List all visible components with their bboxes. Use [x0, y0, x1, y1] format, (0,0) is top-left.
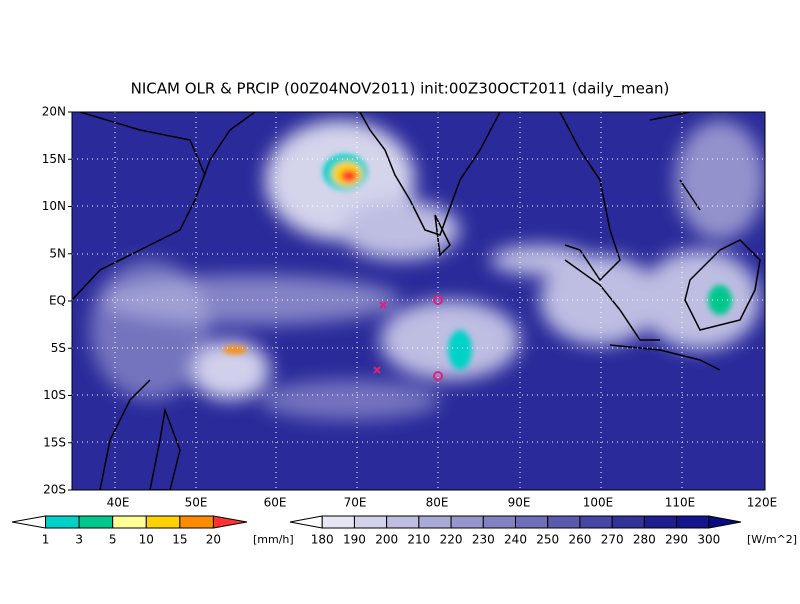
- colorbar-cell: [353, 515, 388, 529]
- axis-labels: 20N 15N 10N 5N EQ 5S 10S 15S 20S 40E 50E 60E 70E 80E 9…: [42, 105, 778, 510]
- colorbar-label: 180: [311, 533, 334, 547]
- map-title: NICAM OLR & PRCIP (00Z04NOV2011) init:00…: [131, 80, 670, 99]
- lon-label: 110E: [665, 496, 696, 510]
- precip-legend: 1 3 5 10 15 20 [mm/h]: [11, 515, 294, 547]
- colorbar-label: 230: [472, 533, 495, 547]
- lat-label: 20N: [42, 105, 66, 119]
- colorbar-cell: [418, 515, 452, 529]
- colorbar-cell: [179, 515, 214, 529]
- colorbar-unit: [W/m^2]: [747, 533, 797, 546]
- colorbar-label: 270: [601, 533, 624, 547]
- colorbar-cell: [547, 515, 581, 529]
- colorbar-label: 250: [536, 533, 559, 547]
- colorbar-label: 200: [375, 533, 398, 547]
- colorbar-cell: [676, 515, 710, 529]
- colorbar-label: 15: [172, 533, 187, 547]
- colorbar-cell: [482, 515, 516, 529]
- colorbar-cell: [386, 515, 420, 529]
- colorbar-label: 1: [42, 533, 50, 547]
- colorbar-label: 290: [665, 533, 688, 547]
- lon-label: 70E: [344, 496, 367, 510]
- colorbar-cell: [611, 515, 645, 529]
- lat-label: 10S: [43, 388, 66, 402]
- colorbar-cell: [78, 515, 114, 529]
- lon-label: 60E: [264, 496, 287, 510]
- lon-label: 40E: [107, 496, 130, 510]
- colorbar-label: 10: [139, 533, 154, 547]
- colorbar-cell: [289, 515, 323, 529]
- lon-label: 90E: [508, 496, 531, 510]
- map-field: [72, 112, 765, 490]
- colorbar-label: 300: [697, 533, 720, 547]
- colorbar-label: 20: [206, 533, 221, 547]
- colorbar-cell: [145, 515, 181, 529]
- olr-legend: 180 190 200 210 220 230 240 250 260 270 280 290 300 […: [289, 515, 797, 547]
- lon-label: 120E: [747, 496, 778, 510]
- colorbar-cell: [321, 515, 355, 529]
- colorbar-label: 5: [109, 533, 117, 547]
- colorbar-cell: [515, 515, 549, 529]
- colorbar-cell: [708, 515, 742, 529]
- colorbar-label: 3: [75, 533, 83, 547]
- colorbar-label: 210: [407, 533, 430, 547]
- colorbar-cell: [450, 515, 484, 529]
- lon-label: 50E: [185, 496, 208, 510]
- colorbar-label: 280: [633, 533, 656, 547]
- lon-label: 100E: [583, 496, 614, 510]
- colorbar-label: 240: [504, 533, 527, 547]
- lat-label: 5S: [51, 341, 66, 355]
- lat-label: 5N: [49, 246, 66, 260]
- colorbar-cell: [212, 515, 248, 529]
- colorbar-cell: [579, 515, 613, 529]
- colorbar-cell: [11, 515, 47, 529]
- colorbar-cell: [112, 515, 147, 529]
- colorbar-unit: [mm/h]: [253, 533, 294, 546]
- lat-label: 20S: [43, 483, 66, 497]
- colorbar-label: 220: [440, 533, 463, 547]
- colorbar-cell: [45, 515, 80, 529]
- colorbar-label: 260: [568, 533, 591, 547]
- lat-label: 10N: [42, 199, 66, 213]
- lat-label: 15N: [42, 152, 66, 166]
- colorbar-label: 190: [343, 533, 366, 547]
- lon-label: 80E: [426, 496, 449, 510]
- lat-label: 15S: [43, 435, 66, 449]
- colorbars: 1 3 5 10 15 20 [mm/h] 180 190 200 210 220 230 240 250 2…: [11, 515, 797, 547]
- colorbar-cell: [643, 515, 678, 529]
- lat-label: EQ: [49, 294, 66, 308]
